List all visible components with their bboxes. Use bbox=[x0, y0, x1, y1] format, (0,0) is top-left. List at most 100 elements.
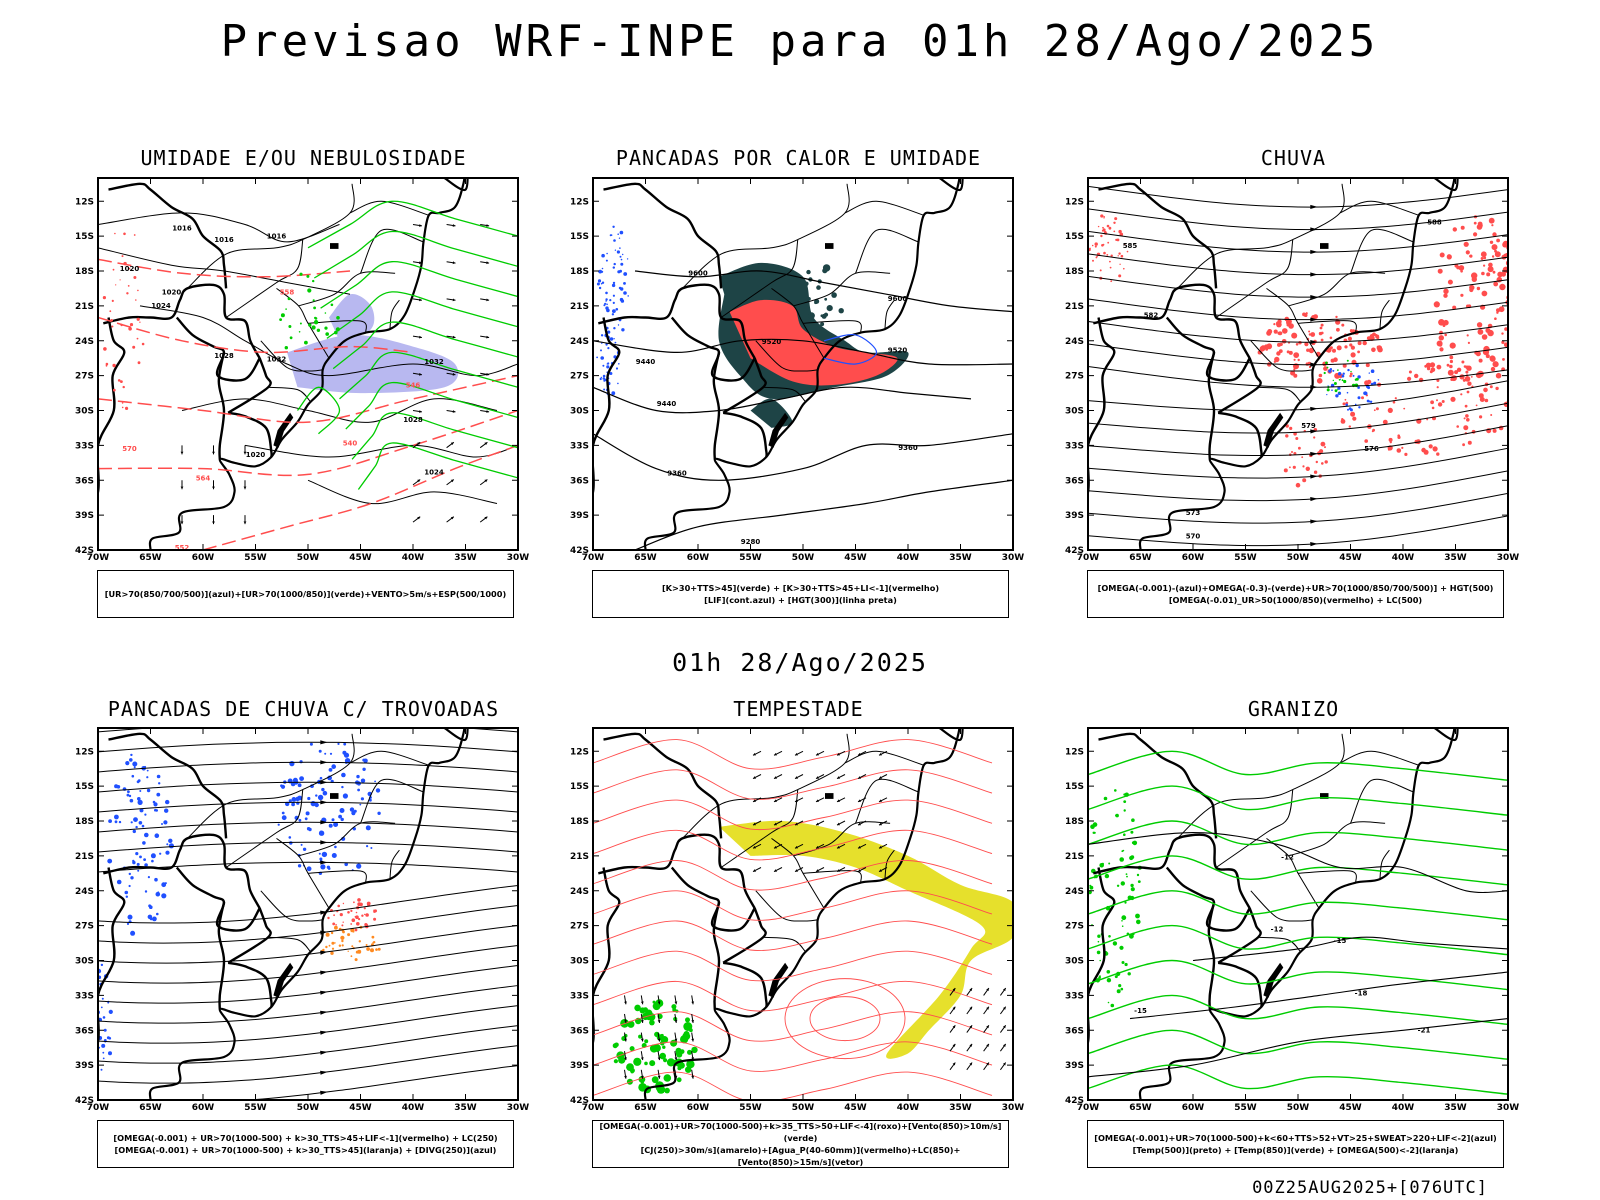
map-chuva: 585 582 579 576 573 570 588 12S 15S 18S 21S 24S 27S 3… bbox=[1065, 177, 1520, 563]
country-border bbox=[217, 352, 226, 460]
divergence-mark bbox=[334, 845, 337, 849]
omega-strong-mark bbox=[1326, 388, 1330, 392]
rain-mark bbox=[1460, 225, 1465, 230]
humidity-mark bbox=[313, 306, 316, 310]
map-group: 1016 1016 1016 1020 1020 1024 1028 1032 1032 1028… bbox=[75, 177, 529, 563]
omega-mark bbox=[1337, 391, 1342, 395]
country-border bbox=[722, 357, 767, 414]
rain-mark bbox=[1293, 368, 1296, 371]
state-border bbox=[276, 288, 330, 359]
divergence-mark bbox=[132, 761, 138, 767]
rain-mark bbox=[1439, 252, 1445, 258]
rain-mark bbox=[1357, 341, 1362, 346]
thunderstorm-mark bbox=[373, 917, 377, 921]
temp500-contour bbox=[1088, 1018, 1508, 1078]
lon-label: 50W bbox=[792, 1103, 815, 1113]
humidity-mark bbox=[281, 314, 284, 317]
rain-mark bbox=[1462, 378, 1466, 382]
divergence-mark bbox=[344, 862, 349, 867]
rain-mark bbox=[1479, 397, 1485, 402]
divergence-mark bbox=[319, 776, 323, 780]
rain-mark bbox=[1488, 217, 1495, 224]
wind-vector-head bbox=[952, 988, 956, 992]
humidity-mark bbox=[284, 346, 288, 350]
coastline bbox=[148, 728, 469, 1100]
divergence-mark bbox=[291, 797, 297, 802]
divergence-mark bbox=[138, 821, 143, 825]
rain-mark bbox=[1478, 393, 1484, 399]
lat-label: 30S bbox=[1065, 957, 1084, 967]
contour-label: 9360 bbox=[898, 444, 918, 452]
humidity-low-contour bbox=[313, 230, 518, 279]
wind-vector-head bbox=[774, 799, 777, 802]
wind-850-mark bbox=[626, 1063, 634, 1071]
rain-mark bbox=[1449, 342, 1456, 349]
country-border bbox=[1098, 732, 1218, 839]
lon-label: 45W bbox=[844, 553, 867, 563]
instability-mark bbox=[826, 305, 833, 312]
thickness-label-mark bbox=[119, 279, 121, 281]
wind-vector-head bbox=[795, 845, 798, 849]
divergence-mark bbox=[322, 790, 328, 796]
divergence-mark bbox=[328, 768, 333, 772]
rain-mark bbox=[1437, 402, 1443, 407]
thunderstorm-mark bbox=[367, 903, 370, 907]
divergence-mark bbox=[142, 841, 146, 845]
lifted-index-mark bbox=[605, 298, 608, 301]
rain-mark bbox=[1278, 349, 1283, 353]
convection-mark bbox=[375, 948, 378, 951]
wind-850-mark bbox=[691, 1046, 698, 1054]
instability-mark bbox=[831, 292, 837, 298]
divergence-mark bbox=[137, 869, 140, 872]
omega-strong-mark bbox=[1338, 378, 1341, 381]
rain-mark bbox=[1449, 364, 1453, 369]
rain-mark bbox=[1336, 327, 1340, 332]
lat-label: 24S bbox=[1065, 337, 1084, 347]
streamline bbox=[1088, 208, 1508, 231]
rain-mark bbox=[1114, 217, 1118, 221]
lifted-index-mark bbox=[617, 324, 620, 326]
temp850-contour bbox=[1088, 1029, 1508, 1060]
wind-850-mark bbox=[686, 1060, 695, 1069]
lifted-index-mark bbox=[615, 308, 619, 311]
convection-mark bbox=[334, 942, 336, 944]
lifted-index-mark bbox=[598, 269, 603, 274]
thickness-label-mark bbox=[112, 363, 116, 368]
humidity-mark bbox=[289, 336, 293, 340]
divergence-mark bbox=[132, 860, 136, 865]
rain-mark bbox=[1396, 448, 1402, 453]
contour-label: 1024 bbox=[424, 468, 444, 476]
wind-vector-head bbox=[674, 1057, 678, 1061]
humidity-low-contour bbox=[296, 386, 341, 435]
wind-vector-head bbox=[774, 869, 777, 872]
wind-vector-head bbox=[969, 988, 973, 992]
temp850-mark bbox=[1106, 978, 1112, 983]
omega-strong-mark bbox=[1341, 379, 1344, 382]
streamline bbox=[1088, 380, 1508, 412]
lifted-index-mark bbox=[603, 304, 606, 307]
rain-mark bbox=[1443, 288, 1449, 294]
instability-mark bbox=[822, 264, 831, 272]
rain-mark bbox=[1502, 358, 1505, 361]
temp500-contour bbox=[1088, 832, 1508, 894]
country-border bbox=[1217, 961, 1263, 1008]
rain-mark bbox=[1428, 444, 1433, 449]
streamline-850 bbox=[593, 860, 993, 891]
convection-mark bbox=[366, 947, 370, 951]
thickness-line bbox=[98, 374, 518, 424]
humidity-mark bbox=[288, 325, 292, 328]
rain-mark bbox=[1301, 456, 1304, 459]
temp850-mark bbox=[1119, 857, 1124, 862]
lifted-index-mark bbox=[617, 382, 619, 385]
streamline-850 bbox=[593, 829, 993, 861]
rain-mark bbox=[1397, 434, 1400, 438]
rain-mark bbox=[1461, 360, 1465, 364]
temp850-mark bbox=[1123, 809, 1126, 812]
streamline-arrow bbox=[320, 1010, 328, 1015]
rain-mark bbox=[1279, 342, 1283, 346]
rain-mark bbox=[1120, 254, 1124, 258]
rain-mark bbox=[1489, 240, 1494, 244]
lon-label: 30W bbox=[1497, 553, 1520, 563]
rain-mark bbox=[1450, 375, 1457, 382]
wind-vector-head bbox=[879, 799, 882, 802]
